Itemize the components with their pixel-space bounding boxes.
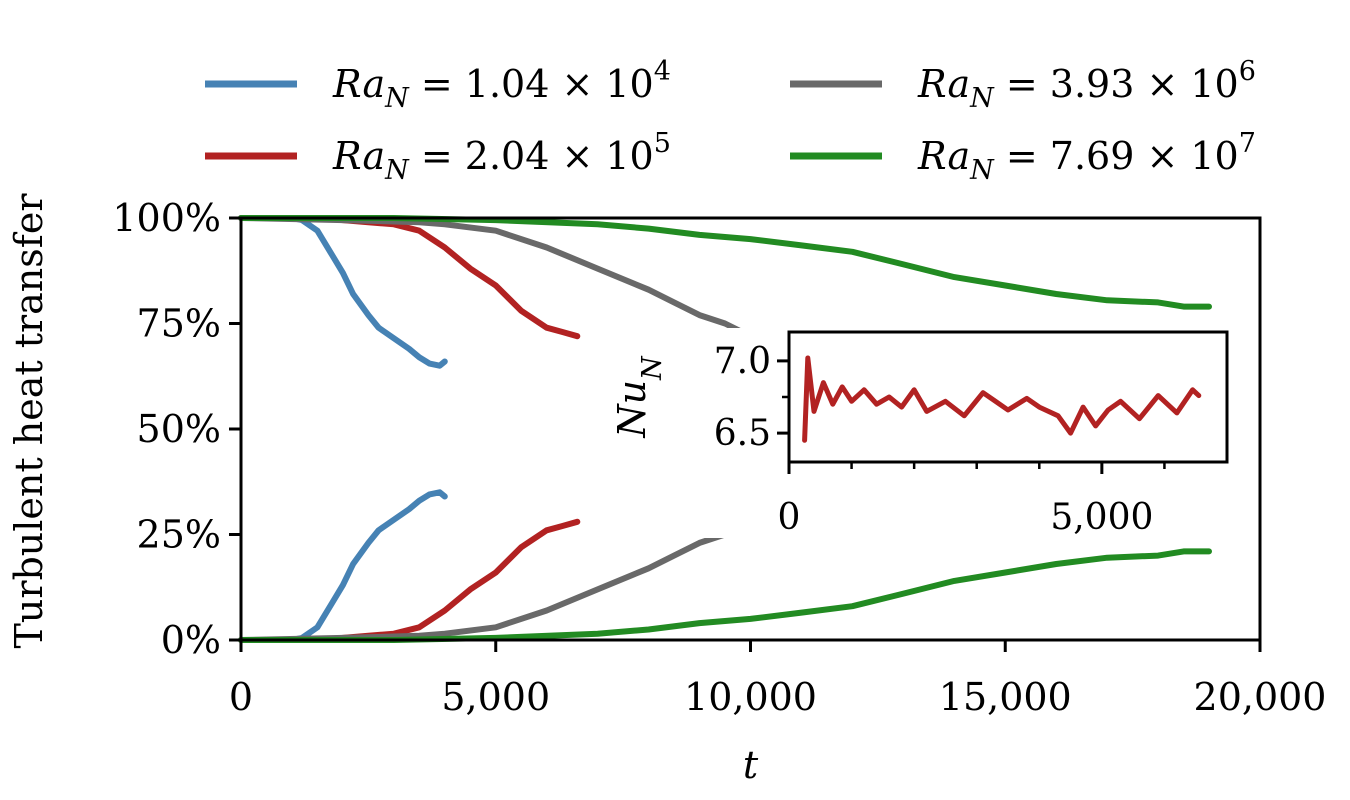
legend-label-sup: 5 <box>654 128 671 159</box>
legend-label-base: Ra <box>917 134 970 178</box>
legend-label-base: Ra <box>332 134 385 178</box>
main-series-group <box>238 215 1212 643</box>
legend-label-eq: = 1.04 × 10 <box>409 62 654 106</box>
x-tick-label: 0 <box>229 675 253 719</box>
x-tick-label: 10,000 <box>684 675 817 719</box>
legend-label: RaN = 1.04 × 104 <box>332 56 671 114</box>
legend-label-base: Ra <box>917 62 970 106</box>
y-tick-label: 75% <box>137 302 221 346</box>
legend-label-eq: = 7.69 × 10 <box>994 134 1239 178</box>
y-tick-label: 100% <box>112 196 221 240</box>
legend-label: RaN = 3.93 × 106 <box>917 56 1256 114</box>
inset-y-label-sub: N <box>637 355 668 381</box>
inset-y-tick-label: 7.0 <box>714 341 771 382</box>
inset-y-axis-label: NuN <box>610 355 668 439</box>
inset-y-axis: 6.5 7.0 <box>714 341 789 454</box>
legend-label-eq: = 2.04 × 10 <box>409 134 654 178</box>
legend-label-sub: N <box>384 83 410 114</box>
legend-label: RaN = 7.69 × 107 <box>917 128 1256 186</box>
main-x-axis: 0 5,000 10,000 15,000 20,000 <box>229 640 1327 719</box>
inset-x-axis: 0 5,000 <box>778 462 1166 538</box>
legend-label-sub: N <box>969 83 995 114</box>
legend-label-sup: 6 <box>1239 56 1256 87</box>
main-chart: 0 5,000 10,000 15,000 20,000 0% 25% 50% 75% 100%… <box>7 193 1326 787</box>
x-tick-label: 5,000 <box>441 675 550 719</box>
legend-item: RaN = 3.93 × 106 <box>790 56 1256 114</box>
inset-series-line <box>802 355 1202 443</box>
inset-x-tick-label: 0 <box>778 497 801 538</box>
y-tick-label: 0% <box>161 618 221 662</box>
series-4-lower-line <box>238 548 1212 643</box>
inset-chart: 0 5,000 6.5 7.0 NuN <box>610 328 1237 538</box>
legend-label-sub: N <box>969 155 995 186</box>
y-tick-label: 25% <box>137 513 221 557</box>
x-axis-label: t <box>743 743 759 787</box>
inset-y-tick-label: 6.5 <box>714 413 771 454</box>
series-2-upper-line <box>238 215 581 340</box>
legend-item: RaN = 2.04 × 105 <box>205 128 671 186</box>
legend-label-sup: 4 <box>654 56 671 87</box>
series-4-upper-line <box>238 215 1212 310</box>
legend-item: RaN = 1.04 × 104 <box>205 56 671 114</box>
inset-series-group <box>802 355 1202 443</box>
inset-y-label-base: Nu <box>610 380 654 439</box>
legend-label: RaN = 2.04 × 105 <box>332 128 671 186</box>
main-y-axis: 0% 25% 50% 75% 100% <box>112 196 241 662</box>
legend-label-base: Ra <box>332 62 385 106</box>
legend-label-eq: = 3.93 × 10 <box>994 62 1239 106</box>
x-tick-label: 20,000 <box>1194 675 1327 719</box>
legend-item: RaN = 7.69 × 107 <box>790 128 1256 186</box>
legend-label-sup: 7 <box>1239 128 1256 159</box>
series-3-lower-line <box>238 518 754 643</box>
inset-x-tick-label: 5,000 <box>1050 497 1153 538</box>
series-3-upper-line <box>238 215 754 340</box>
series-1-lower-line <box>238 489 448 643</box>
series-1-upper-line <box>238 215 448 369</box>
inset-background <box>659 328 1237 538</box>
y-axis-label: Turbulent heat transfer <box>7 193 51 649</box>
legend-label-sub: N <box>384 155 410 186</box>
x-tick-label: 15,000 <box>939 675 1072 719</box>
series-2-lower-line <box>238 518 581 643</box>
y-tick-label: 50% <box>137 407 221 451</box>
